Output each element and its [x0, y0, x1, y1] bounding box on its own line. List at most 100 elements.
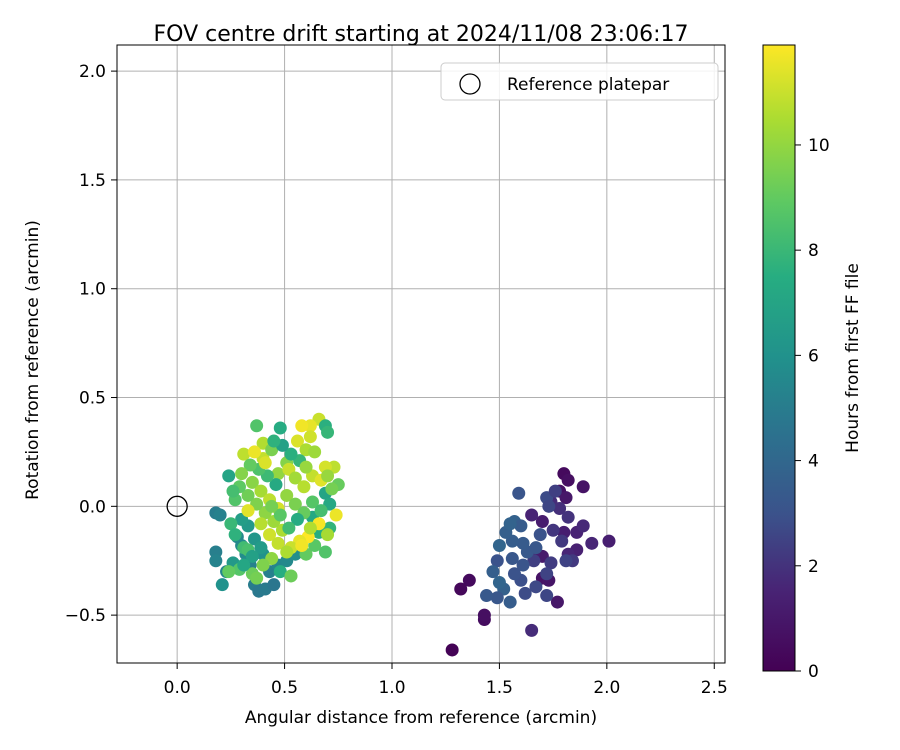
data-point — [576, 480, 590, 494]
data-point — [273, 565, 287, 579]
data-point — [290, 512, 304, 526]
x-tick-label: 1.5 — [486, 678, 513, 698]
data-point — [518, 586, 532, 600]
data-point — [245, 475, 259, 489]
data-point — [529, 580, 543, 594]
y-tick-label: 1.0 — [79, 280, 106, 300]
data-point — [222, 469, 236, 483]
data-point — [215, 578, 229, 592]
data-point — [512, 486, 526, 500]
y-tick-label: 1.5 — [79, 171, 106, 191]
data-point — [295, 419, 309, 433]
data-point — [269, 478, 283, 492]
legend: Reference platepar — [440, 62, 719, 101]
data-point — [290, 434, 304, 448]
data-point — [254, 517, 268, 531]
data-point — [507, 567, 521, 581]
colorbar — [763, 45, 795, 671]
reference-marker-group — [166, 495, 188, 517]
x-axis-label: Angular distance from reference (arcmin) — [245, 708, 597, 728]
data-point — [303, 430, 317, 444]
data-point — [297, 480, 311, 494]
data-point — [516, 536, 530, 550]
data-point — [318, 545, 332, 559]
data-point — [228, 528, 242, 542]
colorbar-tick-label: 2 — [808, 557, 819, 577]
data-point — [561, 473, 575, 487]
y-axis-ticks: −0.5 0.0 0.5 1.0 1.5 2.0 — [65, 62, 117, 626]
data-point — [540, 589, 554, 603]
data-point — [503, 517, 517, 531]
colorbar-frame — [762, 44, 796, 672]
data-point — [525, 623, 539, 637]
data-point — [241, 504, 255, 518]
data-point — [288, 497, 302, 511]
data-point — [247, 445, 261, 459]
y-tick-label: −0.5 — [65, 606, 106, 626]
colorbar-tick-label: 10 — [808, 136, 830, 156]
data-point — [505, 552, 519, 566]
data-point — [490, 591, 504, 605]
data-point — [477, 608, 491, 622]
data-point — [284, 447, 298, 461]
data-point — [271, 467, 285, 481]
data-point — [329, 508, 343, 522]
data-point — [576, 519, 590, 533]
data-point — [480, 589, 494, 603]
data-point — [314, 504, 328, 518]
data-point — [288, 471, 302, 485]
data-point — [295, 538, 309, 552]
data-point — [492, 575, 506, 589]
data-point — [559, 554, 573, 568]
data-point — [325, 482, 339, 496]
data-point — [503, 595, 517, 609]
data-point — [445, 643, 459, 657]
data-point — [454, 582, 468, 596]
data-point — [514, 519, 528, 533]
data-point — [553, 502, 567, 515]
data-point — [462, 573, 476, 587]
data-point — [542, 499, 556, 513]
data-point — [490, 554, 504, 568]
data-point — [263, 528, 277, 542]
colorbar-tick-label: 6 — [808, 346, 819, 366]
colorbar-label: Hours from first FF file — [843, 263, 863, 453]
x-axis-ticks: 0.0 0.5 1.0 1.5 2.0 2.5 — [164, 663, 728, 698]
data-point — [303, 521, 317, 535]
data-point — [271, 536, 285, 550]
data-point — [280, 488, 294, 502]
data-point — [222, 565, 236, 579]
data-point — [245, 549, 259, 563]
data-point — [273, 421, 287, 435]
data-point — [535, 515, 549, 529]
data-point — [529, 541, 543, 555]
data-point — [492, 538, 506, 552]
plot-frame — [116, 44, 726, 664]
data-point — [209, 554, 223, 568]
colorbar-tick-label: 8 — [808, 241, 819, 261]
legend-entry-label: Reference platepar — [507, 75, 669, 95]
data-points — [209, 412, 616, 657]
x-tick-label: 0.5 — [271, 678, 298, 698]
data-point — [602, 534, 616, 548]
data-point — [273, 508, 287, 522]
data-point — [243, 458, 257, 472]
data-point — [306, 495, 320, 509]
colorbar-tick-label: 0 — [808, 662, 819, 682]
data-point — [213, 508, 227, 522]
data-point — [555, 534, 569, 548]
data-point — [224, 517, 238, 531]
data-point — [282, 521, 296, 535]
data-point — [321, 425, 335, 439]
data-point — [241, 488, 255, 502]
y-axis-label: Rotation from reference (arcmin) — [23, 220, 43, 500]
data-point — [265, 499, 279, 513]
data-point — [486, 565, 500, 579]
data-point — [585, 536, 599, 550]
data-point — [548, 484, 562, 498]
data-point — [525, 508, 539, 522]
grid — [117, 45, 725, 663]
x-tick-label: 1.0 — [378, 678, 405, 698]
data-point — [308, 445, 322, 459]
data-point — [235, 467, 249, 481]
